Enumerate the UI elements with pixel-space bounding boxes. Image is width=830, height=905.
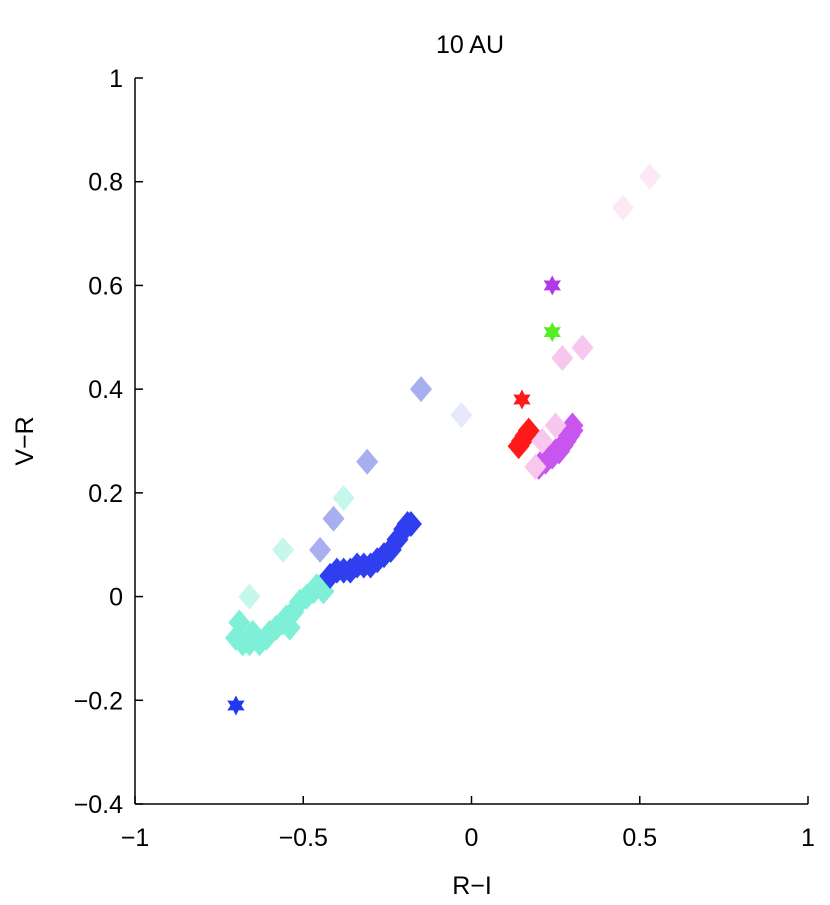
diamond-marker — [531, 428, 554, 454]
star-marker — [543, 322, 561, 343]
y-tick-label: −0.2 — [74, 687, 123, 715]
y-tick-label: 0.8 — [88, 169, 123, 197]
star-marker — [227, 695, 245, 716]
y-tick-label: 0 — [109, 584, 123, 612]
x-axis-label: R−I — [452, 872, 492, 900]
diamond-marker — [517, 417, 540, 444]
diamond-marker — [332, 485, 355, 512]
diamond-marker — [410, 376, 433, 403]
x-tick-label: 0 — [465, 824, 479, 852]
diamond-marker — [272, 536, 295, 563]
diamond-marker — [309, 536, 332, 563]
chart-title: 10 AU — [436, 31, 504, 59]
diamond-marker — [551, 345, 574, 372]
x-tick-label: −0.5 — [279, 824, 328, 852]
diamond-marker — [322, 505, 345, 532]
y-tick-label: 0.6 — [88, 272, 123, 300]
diamond-marker — [356, 448, 379, 475]
y-tick-label: 1 — [109, 65, 123, 93]
y-tick-label: −0.4 — [74, 791, 123, 819]
y-axis-label: V−R — [11, 416, 39, 465]
x-tick-label: 1 — [801, 824, 815, 852]
diamond-marker — [450, 402, 473, 429]
diamond-marker — [611, 194, 634, 221]
diamond-marker — [544, 412, 567, 439]
diamond-marker — [399, 510, 422, 537]
x-axis-ticks: −1 −0.5 0 0.5 1 — [121, 796, 815, 852]
y-tick-label: 0.2 — [88, 480, 123, 508]
data-markers — [224, 163, 661, 716]
y-axis-ticks: −0.4 −0.2 0 0.2 0.4 0.6 0.8 1 — [74, 65, 143, 819]
y-tick-label: 0.4 — [88, 376, 123, 404]
x-tick-label: −1 — [121, 824, 150, 852]
x-tick-label: 0.5 — [622, 824, 657, 852]
diamond-marker — [571, 334, 594, 361]
diamond-marker — [638, 163, 661, 190]
star-marker — [513, 389, 531, 410]
diamond-marker — [524, 453, 547, 480]
star-marker — [543, 275, 561, 296]
diamond-marker — [238, 583, 261, 610]
diamond-marker — [561, 412, 584, 439]
